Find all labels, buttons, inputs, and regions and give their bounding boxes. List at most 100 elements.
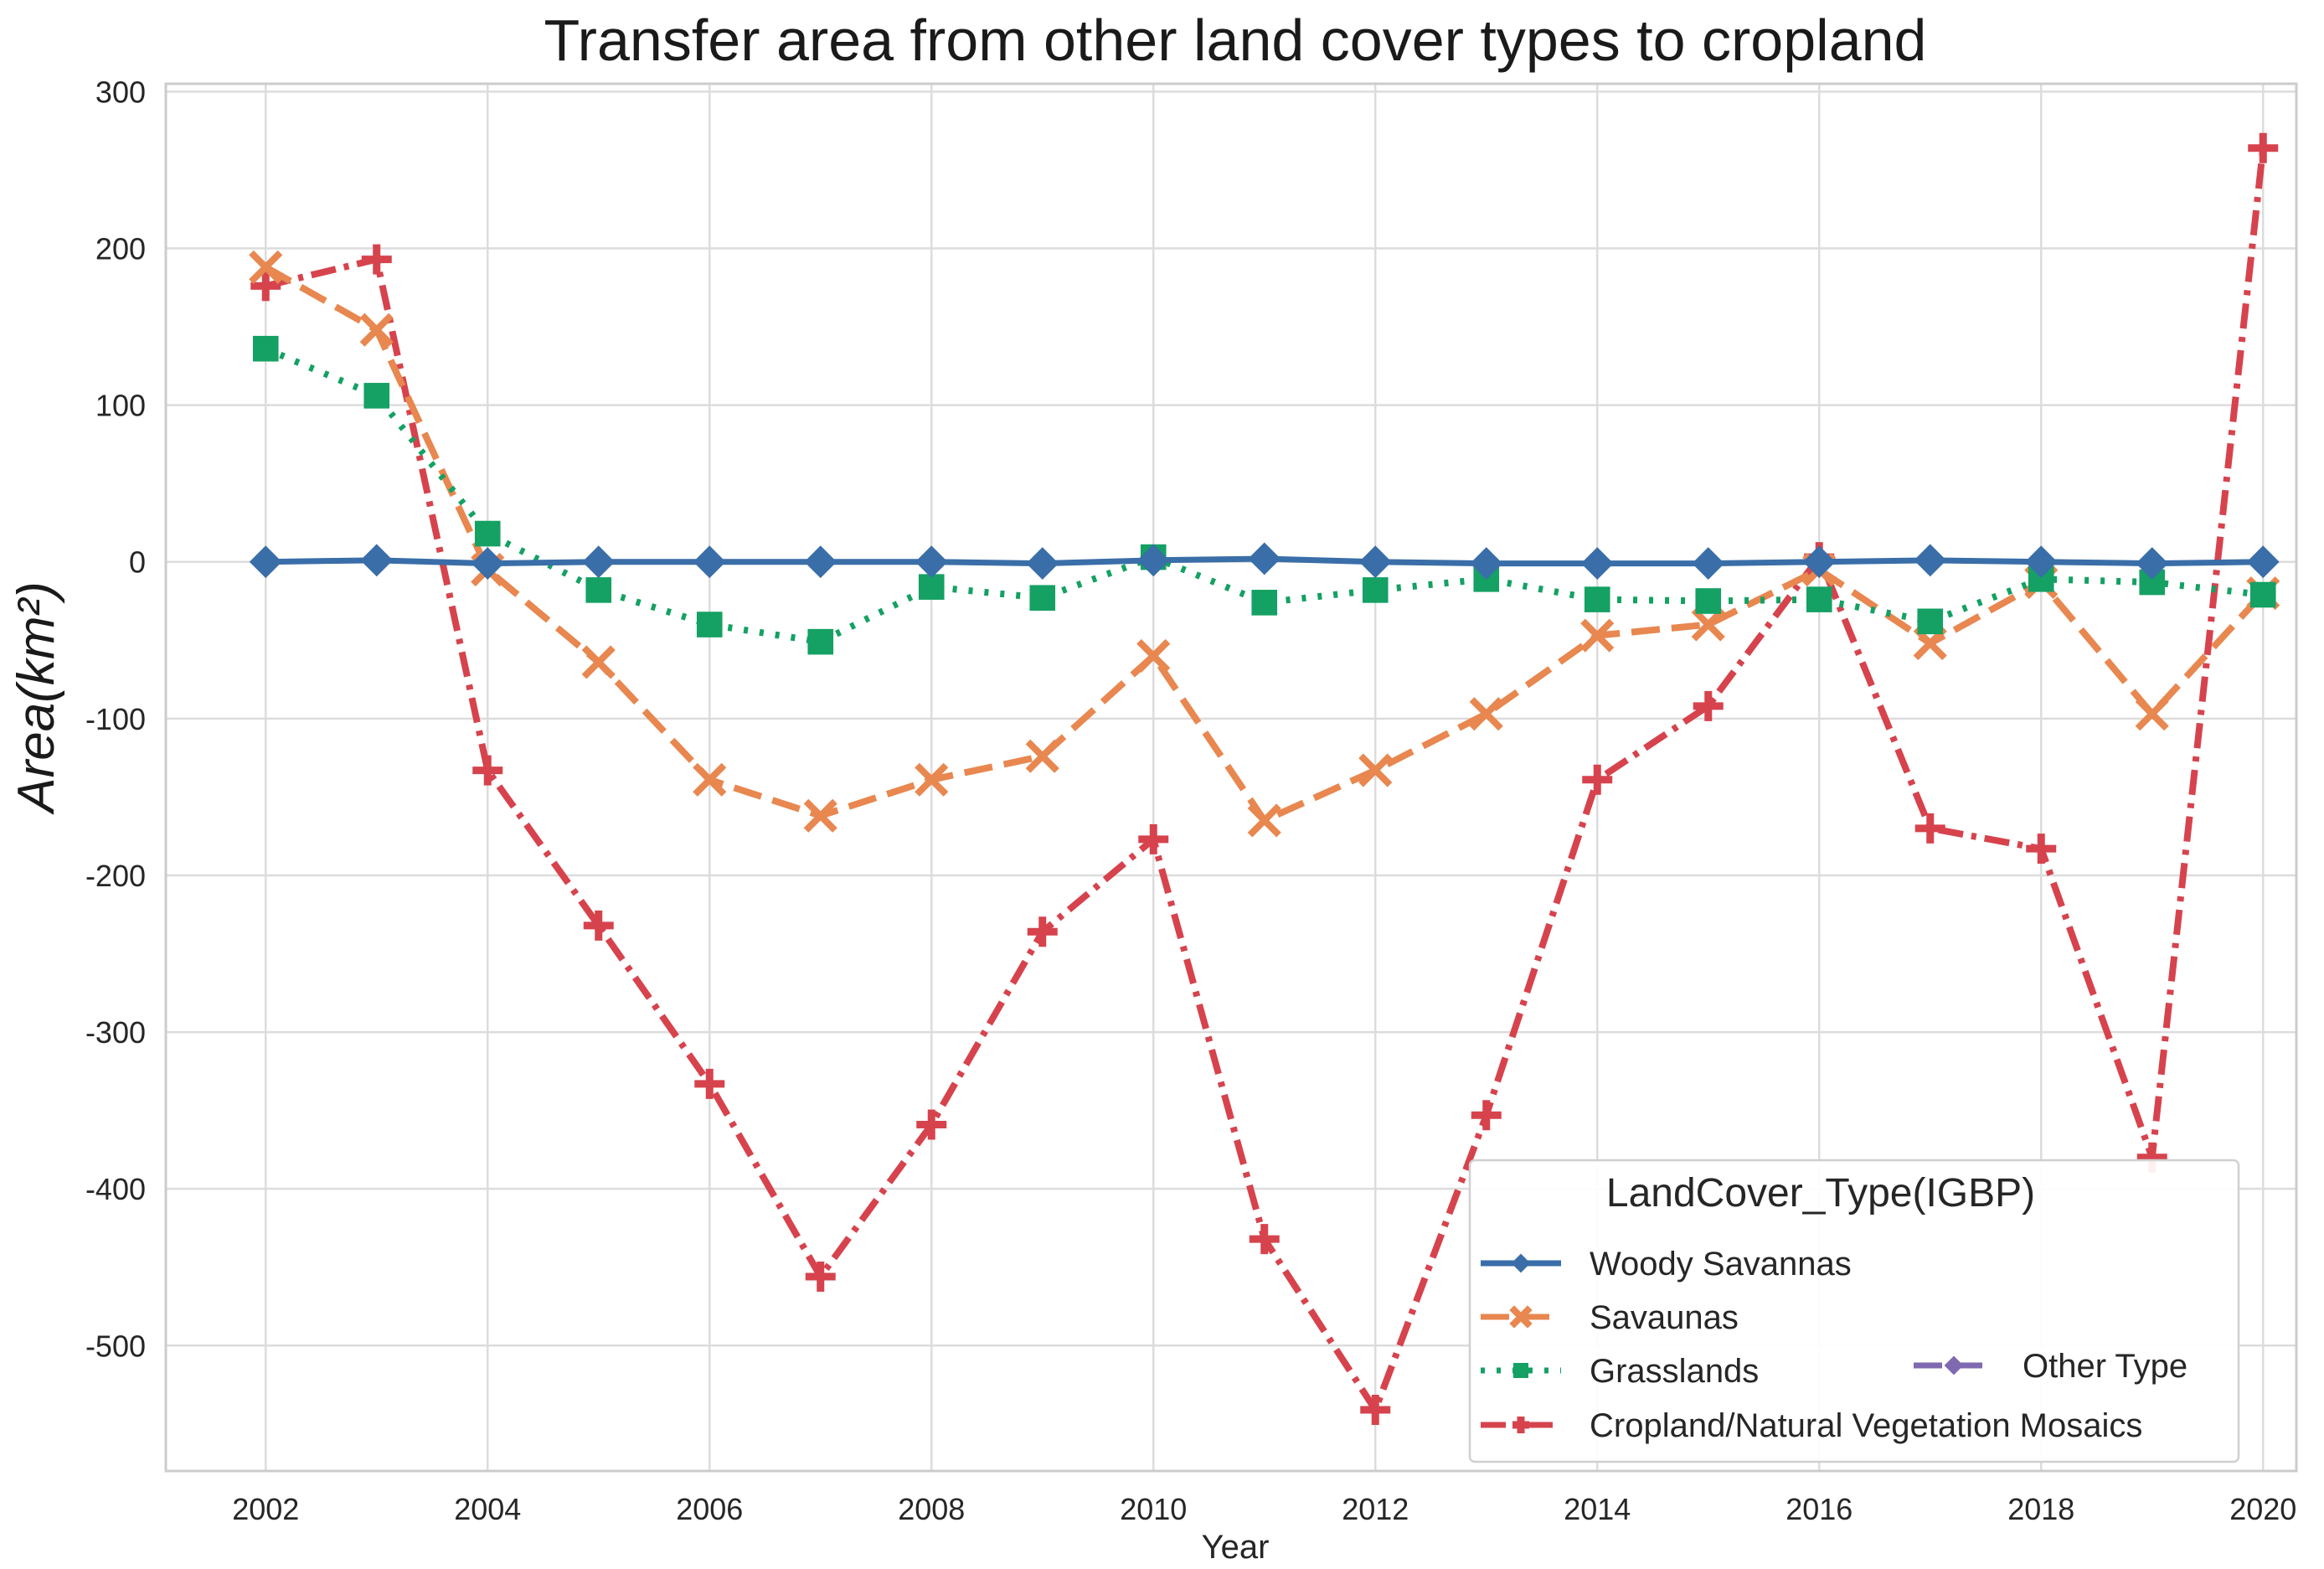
y-tick-label: -100: [85, 702, 146, 736]
x-tick-label: 2014: [1564, 1492, 1631, 1526]
data-point: [1471, 1100, 1502, 1131]
legend-marker: [1944, 1355, 1964, 1375]
data-point: [472, 755, 503, 786]
legend-item: Savaunas: [1481, 1299, 1739, 1336]
data-point: [2026, 834, 2057, 864]
y-tick-labels: 300 200 100 0 -100 -200 -300 -400 -500: [85, 75, 146, 1363]
data-point: [359, 312, 394, 347]
data-point: [807, 628, 834, 655]
legend-marker: [1509, 1305, 1533, 1329]
y-tick-label: -500: [85, 1329, 146, 1363]
x-tick-label: 2006: [676, 1492, 743, 1526]
data-point: [1136, 544, 1170, 577]
series-grasslands: [252, 335, 2276, 655]
legend-label: Grasslands: [1590, 1353, 1759, 1390]
data-point: [1806, 586, 1832, 612]
data-point: [1692, 547, 1725, 580]
data-point: [2248, 132, 2279, 163]
data-point: [804, 545, 837, 579]
data-point: [2136, 547, 2169, 580]
legend-item: Other Type: [1914, 1348, 2187, 1385]
data-point: [250, 271, 281, 302]
data-point: [803, 798, 837, 833]
data-point: [1248, 542, 1281, 575]
legend-label: Woody Savannas: [1590, 1246, 1852, 1283]
series-woody-savannas: [249, 542, 2280, 580]
x-tick-label: 2020: [2229, 1492, 2296, 1526]
legend-label: Other Type: [2023, 1348, 2187, 1385]
x-axis-label: Year: [1202, 1529, 1270, 1566]
data-point: [918, 574, 945, 600]
data-point: [1691, 607, 1725, 642]
data-point: [1469, 697, 1503, 731]
data-point: [1580, 547, 1614, 580]
data-point: [1913, 626, 1947, 661]
data-point: [1693, 690, 1724, 721]
x-tick-label: 2004: [454, 1492, 521, 1526]
data-point: [1251, 590, 1278, 616]
data-point: [1358, 753, 1393, 787]
legend-marker: [1513, 1363, 1528, 1378]
data-point: [696, 612, 723, 637]
data-point: [693, 762, 727, 797]
data-point: [916, 1109, 947, 1140]
legend: LandCover_Type(IGBP) Woody Savannas Savau…: [1468, 1159, 2240, 1463]
y-tick-label: 0: [129, 545, 146, 580]
data-point: [1138, 823, 1169, 854]
data-point: [1249, 1224, 1280, 1255]
data-point: [471, 547, 504, 580]
data-point: [360, 544, 394, 577]
data-point: [2246, 545, 2280, 579]
data-point: [1029, 585, 1056, 612]
data-point: [915, 762, 949, 797]
data-point: [915, 545, 948, 579]
data-point: [1025, 739, 1059, 773]
data-point: [583, 910, 614, 941]
series-savaunas: [249, 250, 2280, 838]
data-point: [1584, 586, 1610, 612]
data-point: [1362, 577, 1389, 603]
x-tick-labels: 2002 2004 2006 2008 2010 2012 2014 2016 2018 2020: [232, 1492, 2296, 1526]
data-point: [1914, 813, 1945, 844]
data-point: [805, 1261, 836, 1292]
x-tick-label: 2012: [1342, 1492, 1409, 1526]
data-point: [2249, 581, 2276, 608]
legend-label: Savaunas: [1590, 1299, 1739, 1336]
y-tick-label: 200: [95, 231, 146, 266]
data-point: [694, 1068, 725, 1099]
data-point: [1917, 608, 1944, 635]
data-point: [585, 577, 612, 603]
x-tick-label: 2010: [1120, 1492, 1187, 1526]
data-point: [1582, 764, 1613, 795]
x-tick-label: 2018: [2007, 1492, 2074, 1526]
legend-title: LandCover_Type(IGBP): [1606, 1171, 2035, 1215]
chart-title: Transfer area from other land cover type…: [544, 8, 1927, 73]
legend-label: Cropland/Natural Vegetation Mosaics: [1590, 1407, 2142, 1444]
data-point: [361, 244, 392, 275]
legend-marker: [1512, 1417, 1529, 1433]
data-point: [474, 520, 501, 547]
data-point: [249, 545, 282, 579]
data-point: [1358, 545, 1392, 579]
y-tick-label: 100: [95, 389, 146, 423]
legend-item: Grasslands: [1481, 1353, 1759, 1390]
data-point: [1580, 618, 1615, 653]
data-point: [582, 545, 616, 579]
y-tick-label: -300: [85, 1015, 146, 1050]
legend-item: Woody Savannas: [1481, 1246, 1852, 1283]
data-point: [1136, 638, 1171, 674]
data-point: [2135, 697, 2169, 731]
y-axis-label: Area(km²): [8, 581, 65, 816]
data-point: [252, 335, 279, 362]
data-point: [1360, 1395, 1391, 1426]
plot-area: [164, 82, 2298, 1473]
y-tick-label: -400: [85, 1172, 146, 1206]
data-point: [1027, 916, 1058, 947]
legend-marker: [1511, 1253, 1531, 1273]
data-point: [2024, 545, 2058, 579]
data-point: [693, 545, 726, 579]
data-point: [1247, 803, 1281, 838]
x-tick-label: 2016: [1786, 1492, 1853, 1526]
series-layer: [249, 132, 2280, 1426]
